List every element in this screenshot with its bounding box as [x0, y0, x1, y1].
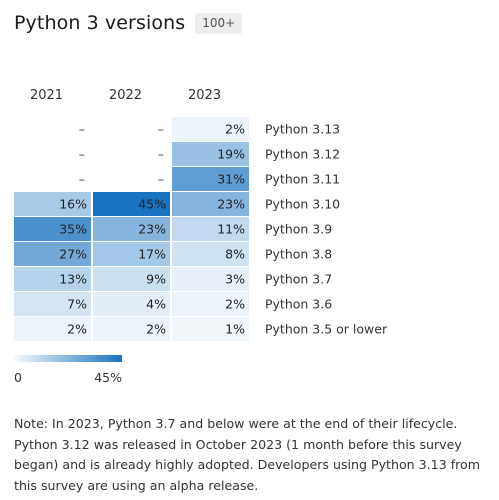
row-label: Python 3.5 or lower — [265, 322, 388, 337]
cell-missing-label: – — [158, 147, 164, 162]
cell-value-label: 3% — [225, 272, 245, 287]
heatmap-cell — [14, 192, 91, 216]
color-scale-max-label: 45% — [94, 370, 122, 385]
heatmap-cell — [172, 292, 249, 316]
cell-value-label: 45% — [138, 197, 166, 212]
cell-value-label: 19% — [217, 147, 245, 162]
cell-value-label: 7% — [67, 297, 87, 312]
cell-value-label: 2% — [225, 297, 245, 312]
cell-value-label: 2% — [146, 322, 166, 337]
cell-value-label: 23% — [217, 197, 245, 212]
heatmap-cell — [14, 217, 91, 241]
heatmap-cell — [172, 317, 249, 341]
cell-value-label: 2% — [225, 122, 245, 137]
row-label: Python 3.6 — [265, 297, 332, 312]
cell-missing-label: – — [79, 122, 85, 137]
heatmap-cell — [93, 242, 170, 266]
heatmap-cell — [172, 242, 249, 266]
column-header: 2021 — [30, 88, 63, 103]
heatmap-cell — [172, 217, 249, 241]
column-header: 2023 — [188, 88, 221, 103]
cell-missing-label: – — [79, 147, 85, 162]
chart-title: Python 3 versions — [14, 12, 186, 34]
heatmap-cell — [93, 192, 170, 216]
cell-value-label: 35% — [59, 222, 87, 237]
cell-value-label: 11% — [217, 222, 245, 237]
chart-note: Note: In 2023, Python 3.7 and below were… — [14, 416, 481, 493]
cell-missing-label: – — [158, 172, 164, 187]
heatmap-cell — [93, 317, 170, 341]
heatmap-cell — [172, 192, 249, 216]
row-label: Python 3.13 — [265, 122, 340, 137]
row-label: Python 3.11 — [265, 172, 340, 187]
cell-value-label: 27% — [59, 247, 87, 262]
row-label: Python 3.10 — [265, 197, 340, 212]
cell-missing-label: – — [79, 172, 85, 187]
heatmap-cell — [93, 217, 170, 241]
cell-value-label: 1% — [225, 322, 245, 337]
heatmap-cell — [14, 267, 91, 291]
cell-value-label: 16% — [59, 197, 87, 212]
heatmap-cell — [14, 292, 91, 316]
cell-value-label: 23% — [138, 222, 166, 237]
cell-value-label: 17% — [138, 247, 166, 262]
cell-value-label: 31% — [217, 172, 245, 187]
row-label: Python 3.8 — [265, 247, 332, 262]
heatmap-cell — [172, 142, 249, 166]
color-scale-min-label: 0 — [14, 370, 22, 385]
respondent-count-badge: 100+ — [195, 12, 243, 34]
cell-value-label: 8% — [225, 247, 245, 262]
heatmap-cell — [93, 267, 170, 291]
cell-missing-label: – — [158, 122, 164, 137]
row-label: Python 3.9 — [265, 222, 332, 237]
column-header: 2022 — [109, 88, 142, 103]
heatmap-cell — [172, 117, 249, 141]
heatmap-cell — [14, 317, 91, 341]
heatmap-chart: 2021 2022 2023 – – 2% Python 3.13 – – 19% Python 3… — [14, 88, 388, 385]
row-label: Python 3.12 — [265, 147, 340, 162]
cell-value-label: 2% — [67, 322, 87, 337]
title-row: Python 3 versions 100+ — [14, 10, 243, 36]
row-label: Python 3.7 — [265, 272, 332, 287]
heatmap-cell — [172, 267, 249, 291]
color-scale-bar — [14, 355, 122, 362]
cell-value-label: 13% — [59, 272, 87, 287]
heatmap-cell — [14, 242, 91, 266]
cell-value-label: 9% — [146, 272, 166, 287]
cell-value-label: 4% — [146, 297, 166, 312]
heatmap-cell — [172, 167, 249, 191]
heatmap-cell — [93, 292, 170, 316]
